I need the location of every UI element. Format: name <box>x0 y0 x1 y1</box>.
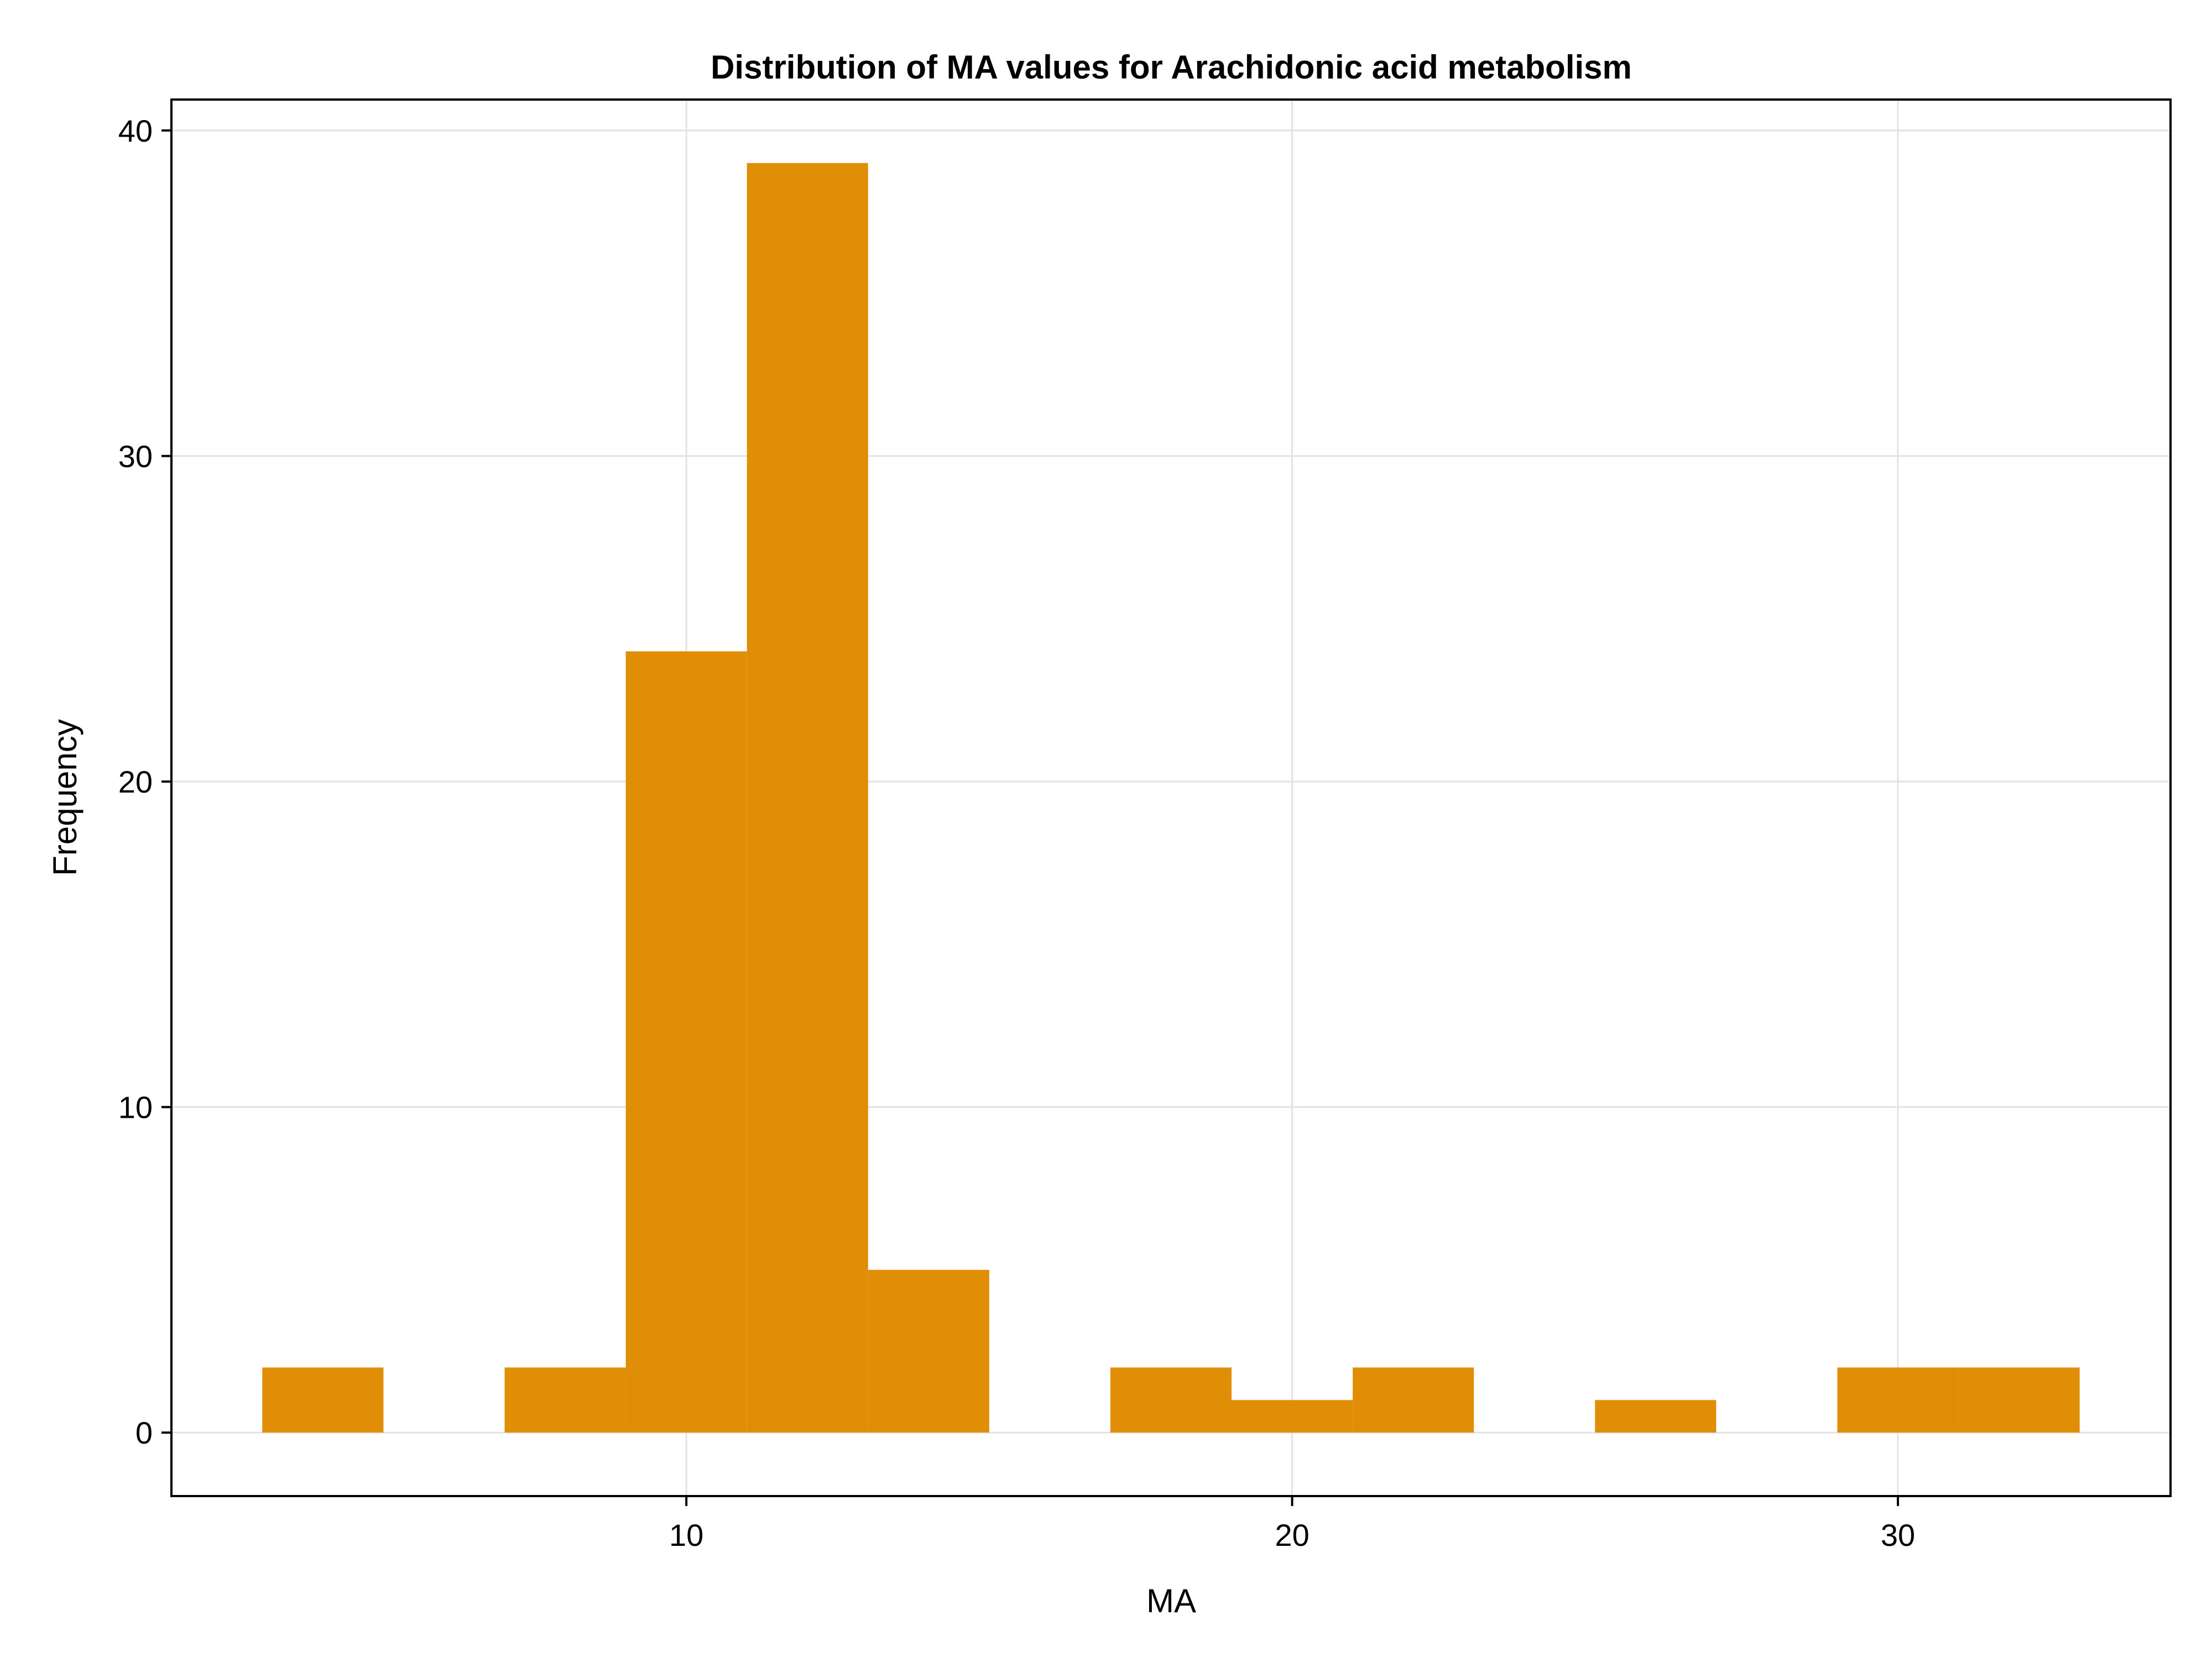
x-axis-label: MA <box>1146 1582 1196 1619</box>
histogram-bars <box>262 163 2080 1433</box>
histogram-bar <box>1353 1367 1474 1433</box>
x-tick-label: 10 <box>669 1518 703 1552</box>
histogram-bar <box>868 1269 989 1433</box>
histogram-bar <box>1110 1367 1232 1433</box>
histogram-bar <box>1958 1367 2080 1433</box>
histogram-bar <box>1837 1367 1959 1433</box>
plot-frame <box>170 98 2172 1497</box>
chart-title: Distribution of MA values for Arachidoni… <box>711 49 1632 86</box>
grid-lines <box>171 100 2171 1496</box>
x-tick-label: 20 <box>1275 1518 1309 1552</box>
histogram-bar <box>262 1367 384 1433</box>
y-tick-label: 10 <box>118 1090 153 1125</box>
x-tick-label: 30 <box>1881 1518 1915 1552</box>
histogram-bar <box>625 651 747 1433</box>
y-tick-label: 40 <box>118 113 153 148</box>
axis-ticks: 10 20 30 0 10 20 30 40 <box>118 113 1915 1552</box>
histogram-bar <box>1595 1400 1717 1433</box>
y-axis-label: Frequency <box>46 719 84 876</box>
y-tick-label: 20 <box>118 764 153 799</box>
histogram-bar <box>1232 1400 1353 1433</box>
y-tick-label: 30 <box>118 439 153 473</box>
histogram-bar <box>747 163 868 1433</box>
y-tick-label: 0 <box>135 1415 153 1450</box>
histogram-bar <box>504 1367 626 1433</box>
